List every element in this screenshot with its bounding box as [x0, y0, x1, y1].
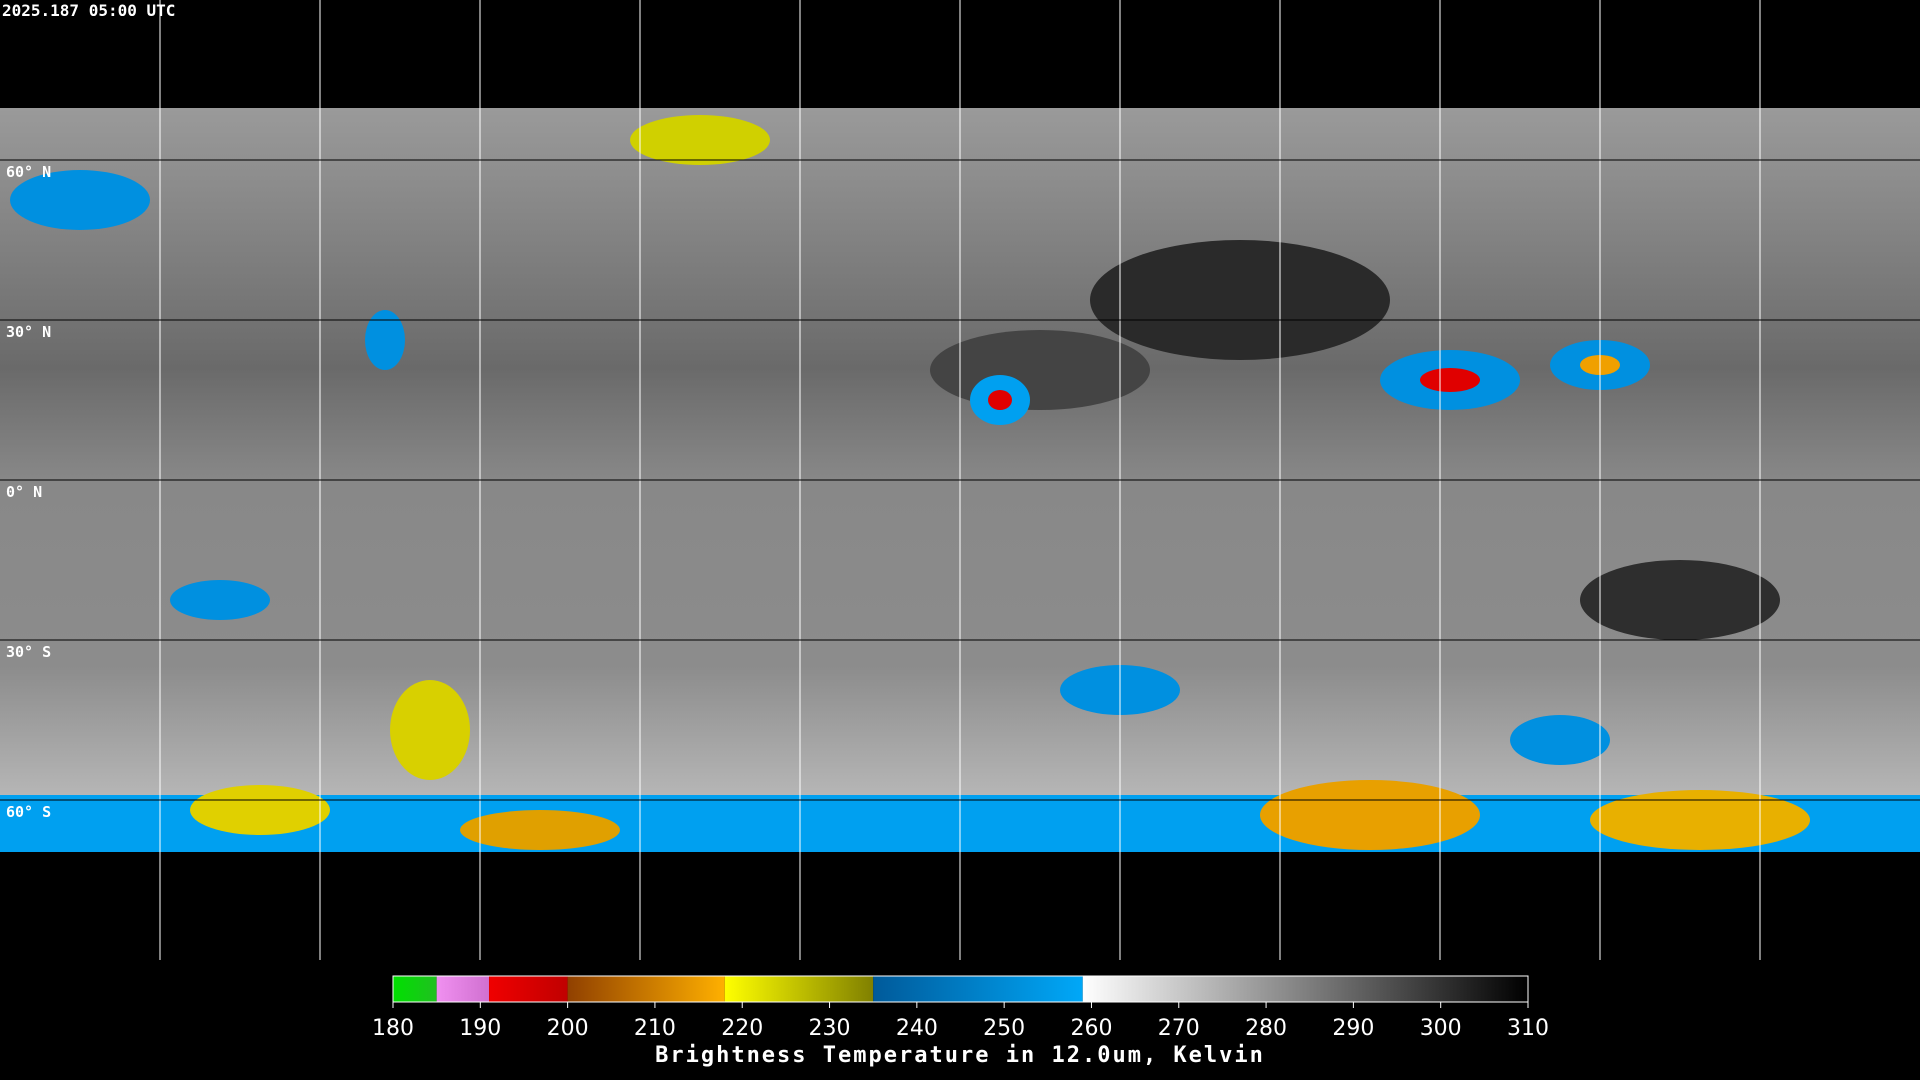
colorbar-tick-label: 280 — [1245, 1016, 1287, 1041]
latitude-label: 60° N — [6, 163, 51, 181]
colorbar-frame — [392, 975, 1529, 1003]
cold-cloud — [170, 580, 270, 620]
colorbar-tick-label: 250 — [983, 1016, 1025, 1041]
colorbar-tick-label: 310 — [1507, 1016, 1549, 1041]
colorbar-segment — [436, 976, 490, 1002]
latitude-label: 30° S — [6, 643, 51, 661]
colorbar-segment — [873, 976, 1083, 1002]
colorbar-tick-label: 190 — [459, 1016, 501, 1041]
latitude-label: 60° S — [6, 803, 51, 821]
cold-cloud — [10, 170, 150, 230]
cold-cloud — [988, 390, 1012, 410]
graticule: 60° N 30° N 0° N 30° S 60° S — [0, 0, 1920, 960]
cold-cloud — [1420, 368, 1480, 392]
colorbar-tick-label: 260 — [1070, 1016, 1112, 1041]
colorbar-segment — [724, 976, 874, 1002]
warm-area — [1580, 560, 1780, 640]
cold-cloud — [390, 680, 470, 780]
latitude-label: 30° N — [6, 323, 51, 341]
colorbar-tick-label: 180 — [372, 1016, 414, 1041]
colorbar-tick-label: 210 — [634, 1016, 676, 1041]
warm-area — [930, 330, 1150, 410]
cold-cloud — [1590, 790, 1810, 850]
cold-cloud — [1260, 780, 1480, 850]
cold-cloud — [190, 785, 330, 835]
colorbar-segment — [1082, 976, 1528, 1002]
latitude-label: 0° N — [6, 483, 42, 501]
colorbar-tick-label: 220 — [721, 1016, 763, 1041]
colorbar-segment — [567, 976, 725, 1002]
colorbar-segment — [393, 976, 437, 1002]
colorbar-tick-label: 270 — [1158, 1016, 1200, 1041]
colorbar-tick-label: 230 — [809, 1016, 851, 1041]
colorbar-tick-label: 240 — [896, 1016, 938, 1041]
colorbar-title: Brightness Temperature in 12.0um, Kelvin — [655, 1043, 1265, 1068]
cold-cloud — [460, 810, 620, 850]
colorbar-tick-label: 200 — [547, 1016, 589, 1041]
colorbar: 180 190 200 210 220 230 240 250 260 270 280 290 300 3… — [372, 975, 1549, 1041]
warm-area — [1090, 240, 1390, 360]
cold-cloud — [630, 115, 770, 165]
colorbar-tick-label: 290 — [1332, 1016, 1374, 1041]
cold-cloud — [365, 310, 405, 370]
colorbar-tick-label: 300 — [1420, 1016, 1462, 1041]
timestamp: 2025.187 05:00 UTC — [2, 1, 175, 20]
cold-cloud — [1510, 715, 1610, 765]
colorbar-segment — [489, 976, 568, 1002]
